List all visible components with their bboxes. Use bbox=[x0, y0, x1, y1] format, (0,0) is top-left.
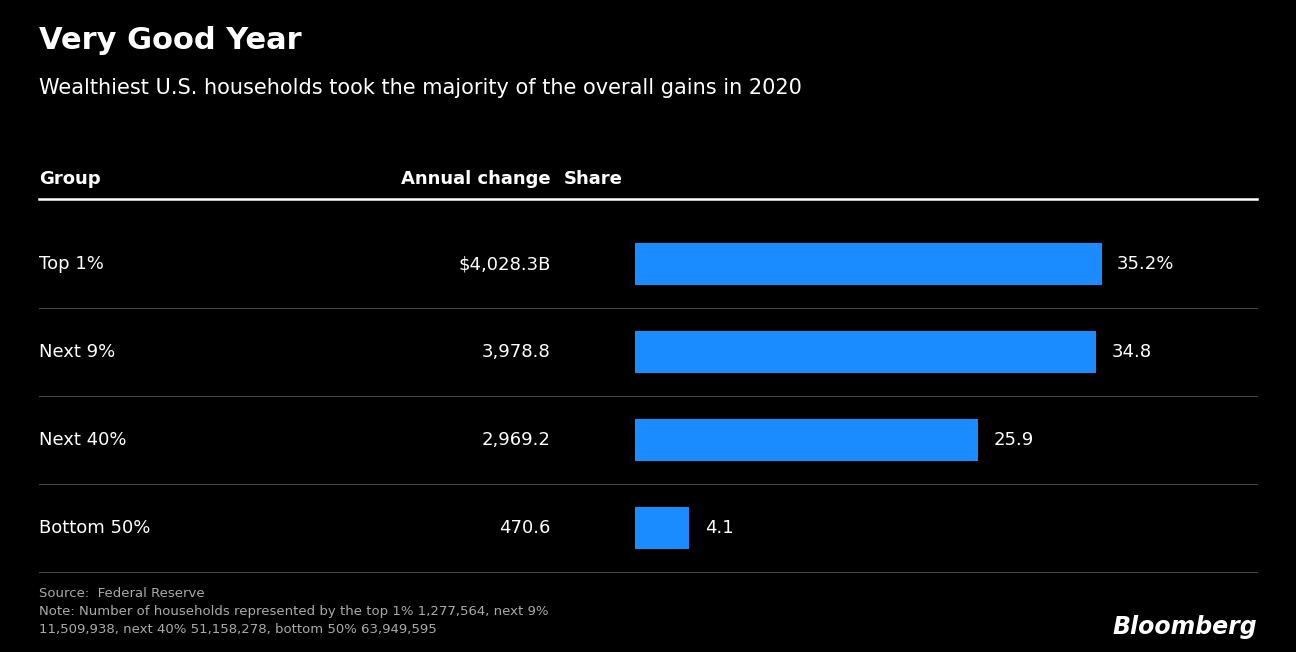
Text: Next 40%: Next 40% bbox=[39, 431, 127, 449]
Text: 470.6: 470.6 bbox=[499, 519, 551, 537]
Text: 34.8: 34.8 bbox=[1112, 343, 1152, 361]
Text: $4,028.3B: $4,028.3B bbox=[459, 255, 551, 273]
Bar bbox=[635, 419, 978, 462]
Text: Top 1%: Top 1% bbox=[39, 255, 104, 273]
Bar bbox=[635, 331, 1096, 373]
Text: 25.9: 25.9 bbox=[994, 431, 1034, 449]
Text: 4.1: 4.1 bbox=[705, 519, 734, 537]
Text: Group: Group bbox=[39, 170, 101, 188]
Text: 35.2%: 35.2% bbox=[1117, 255, 1174, 273]
Text: Very Good Year: Very Good Year bbox=[39, 26, 302, 55]
Text: Wealthiest U.S. households took the majority of the overall gains in 2020: Wealthiest U.S. households took the majo… bbox=[39, 78, 802, 98]
Text: Annual change: Annual change bbox=[402, 170, 551, 188]
Text: Source:  Federal Reserve
Note: Number of households represented by the top 1% 1,: Source: Federal Reserve Note: Number of … bbox=[39, 587, 548, 636]
Text: 2,969.2: 2,969.2 bbox=[482, 431, 551, 449]
Text: 3,978.8: 3,978.8 bbox=[482, 343, 551, 361]
Bar bbox=[635, 243, 1102, 286]
Text: Share: Share bbox=[564, 170, 622, 188]
Text: Bloomberg: Bloomberg bbox=[1112, 615, 1257, 639]
Text: Bottom 50%: Bottom 50% bbox=[39, 519, 150, 537]
Text: Next 9%: Next 9% bbox=[39, 343, 115, 361]
Bar bbox=[635, 507, 689, 549]
